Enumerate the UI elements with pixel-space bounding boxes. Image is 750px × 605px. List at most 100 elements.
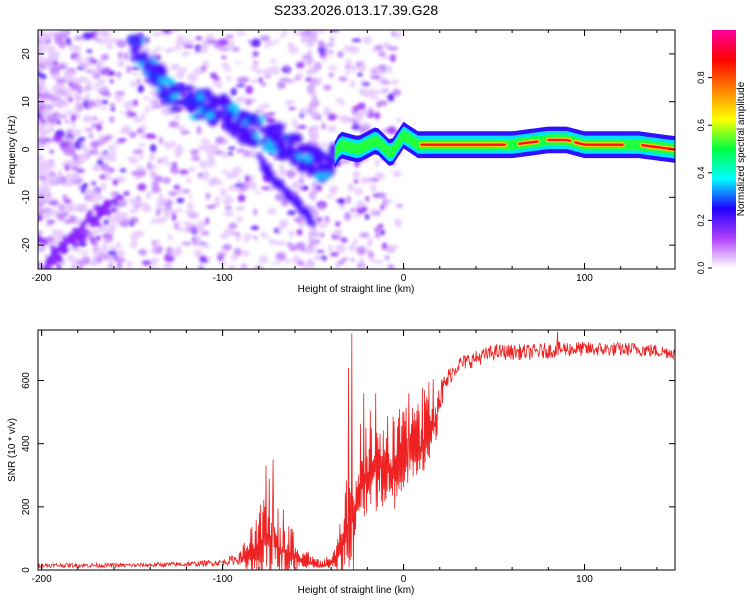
noise-blob [64, 110, 76, 116]
noise-blob [91, 215, 98, 221]
noise-blob [40, 177, 50, 187]
noise-blob [392, 170, 402, 178]
noise-blob [191, 156, 201, 161]
noise-blob [259, 35, 271, 41]
noise-blob [344, 211, 351, 221]
noise-blob [367, 177, 377, 182]
noise-blob [308, 236, 314, 244]
noise-blob [95, 235, 101, 242]
noise-blob [231, 47, 241, 52]
ridge-blob [237, 113, 246, 124]
noise-blob [356, 246, 367, 256]
noise-blob [359, 232, 370, 238]
noise-blob [97, 156, 104, 160]
noise-blob [307, 50, 313, 58]
noise-blob [92, 247, 103, 255]
noise-blob [41, 187, 50, 197]
noise-blob [374, 159, 380, 167]
noise-blob [129, 132, 136, 139]
noise-blob [273, 39, 280, 43]
noise-blob [81, 61, 91, 69]
colorbar-tick-label: 0.6 [696, 119, 706, 132]
ridge-blob [151, 75, 160, 82]
noise-blob [197, 145, 207, 151]
noise-blob [158, 136, 163, 145]
noise-blob [374, 227, 380, 233]
noise-blob [349, 243, 357, 252]
noise-blob [357, 102, 366, 111]
noise-blob [91, 181, 97, 186]
noise-blob [41, 94, 49, 99]
noise-blob [131, 71, 139, 76]
noise-blob [159, 192, 164, 202]
ridge-blob [297, 162, 307, 170]
noise-blob [245, 98, 252, 106]
noise-blob [38, 161, 49, 171]
noise-blob [148, 152, 156, 161]
noise-blob [341, 257, 349, 261]
noise-blob [334, 262, 341, 269]
noise-blob [303, 186, 309, 191]
snr-xtick-label: 0 [401, 574, 407, 585]
noise-blob [154, 239, 160, 249]
noise-blob [111, 197, 118, 203]
noise-blob [179, 169, 189, 175]
noise-blob [56, 212, 67, 221]
noise-blob [221, 243, 232, 251]
noise-blob [226, 151, 234, 156]
noise-blob [318, 40, 325, 49]
noise-blob [118, 195, 125, 201]
spectrogram-ytick-label: 20 [21, 48, 32, 60]
noise-blob [311, 224, 317, 232]
ridge-blob [289, 156, 299, 166]
noise-blob [288, 46, 299, 55]
noise-blob [313, 61, 319, 69]
noise-blob [95, 222, 102, 228]
noise-blob [103, 218, 109, 226]
noise-blob [128, 99, 134, 108]
noise-blob [47, 56, 58, 62]
noise-blob [186, 178, 192, 184]
noise-blob [236, 31, 246, 37]
noise-blob [310, 111, 316, 119]
noise-blob [161, 216, 168, 221]
ridge-blob [315, 165, 326, 174]
noise-blob [175, 45, 182, 51]
ridge-blob [296, 206, 303, 213]
noise-blob [366, 239, 373, 248]
noise-blob [38, 154, 45, 162]
noise-blob [351, 123, 361, 131]
noise-blob [57, 169, 63, 177]
noise-blob [309, 261, 315, 269]
noise-blob [212, 150, 224, 155]
noise-blob [279, 77, 290, 82]
noise-blob [123, 190, 130, 196]
noise-blob [61, 176, 66, 186]
noise-blob [316, 30, 326, 33]
snr-xlabel: Height of straight line (km) [298, 585, 415, 596]
noise-blob [260, 186, 272, 191]
noise-blob [137, 128, 143, 134]
noise-blob [274, 227, 279, 234]
noise-blob [129, 208, 136, 213]
noise-blob [126, 260, 133, 269]
noise-blob [57, 103, 63, 110]
noise-blob [177, 188, 184, 195]
noise-blob [377, 223, 384, 229]
noise-blob [188, 195, 194, 199]
noise-blob [361, 82, 371, 87]
noise-blob [63, 98, 69, 108]
noise-blob [149, 143, 157, 153]
noise-blob [325, 219, 332, 223]
noise-blob [84, 128, 94, 132]
spectrogram-ylabel: Frequency (Hz) [7, 116, 18, 185]
noise-blob [168, 191, 178, 197]
noise-blob [354, 187, 364, 196]
noise-blob [248, 175, 255, 183]
colorbar-tick-label: 0.0 [696, 262, 706, 275]
noise-blob [196, 125, 202, 135]
noise-blob [340, 237, 348, 243]
noise-blob [130, 240, 138, 249]
noise-blob [67, 87, 73, 97]
